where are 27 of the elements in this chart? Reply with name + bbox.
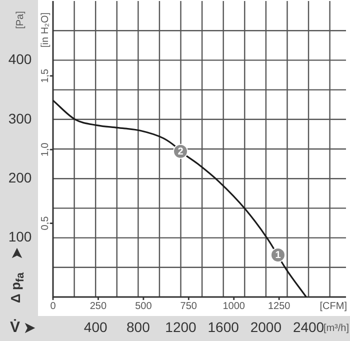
annotation: 1 [275, 250, 282, 262]
x2-tick-label: 800 [126, 318, 150, 335]
line-series [53, 100, 308, 297]
y-tick-label: 200 [8, 169, 32, 186]
y2-axis-title: [in H₂O] [40, 12, 51, 48]
annotation: 2 [178, 146, 184, 158]
x2-tick-label: 1200 [165, 318, 197, 335]
x2-tick-label: 2400 [292, 318, 324, 335]
y-tick-label: 400 [8, 51, 32, 68]
x-tick-label: 750 [180, 300, 198, 312]
x-axis-title: [CFM] [320, 300, 348, 312]
y2-tick-label: 1,0 [40, 142, 51, 157]
x2-tick-label: 400 [84, 318, 108, 335]
y-tick-label: 100 [8, 228, 32, 245]
x-tick-label: 250 [90, 300, 107, 312]
x2-tick-label: 1600 [208, 318, 240, 335]
y2-tick-label: 1,5 [40, 68, 51, 83]
x-tick-label: 1250 [268, 300, 291, 312]
x2-axis-title: [m³/h] [323, 322, 350, 334]
x-tick-label: 0 [50, 300, 56, 312]
y-axis-title: [Pa] [14, 10, 26, 29]
x-tick-label: 500 [135, 300, 152, 312]
x2-tick-label: 2000 [250, 318, 282, 335]
text: V̇ [10, 319, 20, 336]
y-tick-label: 300 [8, 110, 32, 126]
y2-tick-label: 0,5 [40, 216, 51, 230]
x-tick-label: 1000 [222, 300, 246, 312]
